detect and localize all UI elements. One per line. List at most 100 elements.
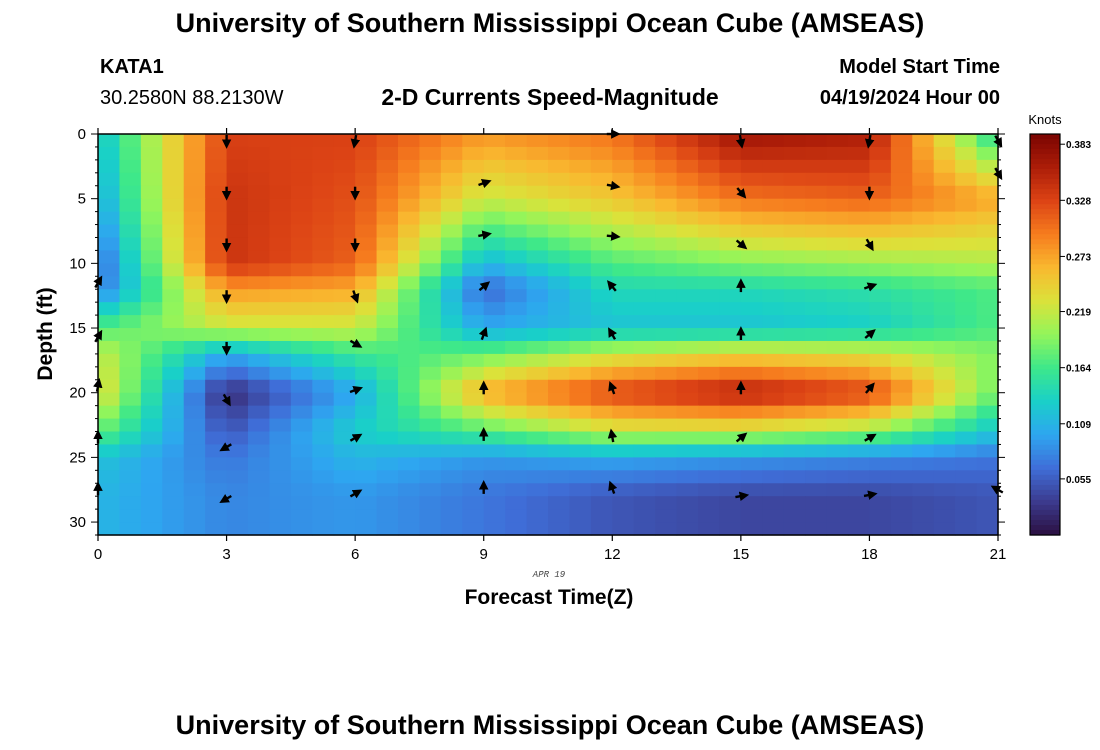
heatmap-cell — [933, 392, 956, 407]
heatmap-cell — [355, 340, 378, 355]
heatmap-cell — [355, 211, 378, 226]
heatmap-cell — [355, 172, 378, 187]
colorbar-segment — [1030, 234, 1060, 240]
heatmap-cell — [826, 483, 849, 497]
heatmap-cell — [955, 418, 978, 433]
heatmap-cell — [205, 444, 228, 458]
colorbar-segment — [1030, 509, 1060, 516]
current-arrow — [864, 134, 875, 149]
heatmap-cell — [719, 353, 742, 368]
heatmap-cell — [719, 198, 742, 213]
heatmap-cell — [333, 340, 356, 355]
heatmap-cell — [890, 263, 913, 277]
colorbar-segment — [1030, 434, 1060, 441]
colorbar-segment — [1030, 424, 1060, 431]
heatmap-cell — [976, 172, 999, 187]
colorbar-tick-label: 0.328 — [1066, 196, 1091, 207]
heatmap-cell — [762, 444, 785, 458]
heatmap-cell — [548, 340, 571, 355]
x-tick-label: 6 — [351, 546, 359, 563]
heatmap-cell — [612, 159, 635, 174]
current-arrow — [349, 338, 363, 348]
heatmap-cell — [483, 444, 506, 458]
heatmap-cell — [548, 328, 571, 342]
heatmap-cell — [98, 366, 121, 381]
heatmap-cell — [676, 302, 699, 316]
heatmap-cell — [269, 276, 292, 290]
heatmap-cell — [805, 418, 828, 433]
heatmap-cell — [569, 379, 592, 394]
heatmap-cell — [612, 431, 635, 446]
heatmap-cell — [355, 496, 378, 510]
heatmap-cell — [398, 340, 421, 355]
heatmap-cell — [440, 392, 463, 407]
heatmap-cell — [848, 198, 871, 213]
heatmap-cell — [290, 366, 313, 381]
heatmap-cell — [698, 302, 721, 316]
heatmap-cell — [719, 457, 742, 471]
heatmap-cell — [869, 302, 892, 316]
heatmap-cell — [483, 263, 506, 277]
current-arrow — [608, 380, 618, 395]
heatmap-cell — [98, 405, 121, 420]
heatmap-cell — [119, 302, 142, 316]
heatmap-cell — [590, 250, 613, 264]
heatmap-cell — [226, 263, 249, 277]
heatmap-cell — [355, 134, 378, 148]
colorbar-segment — [1030, 369, 1060, 376]
heatmap-cells — [98, 134, 999, 536]
heatmap-cell — [633, 237, 656, 252]
heatmap-cell — [933, 185, 956, 200]
heatmap-cell — [698, 444, 721, 458]
heatmap-cell — [633, 366, 656, 381]
heatmap-cell — [162, 444, 185, 458]
heatmap-cell — [633, 483, 656, 497]
heatmap-cell — [312, 340, 335, 355]
heatmap-cell — [505, 134, 528, 148]
heatmap-cell — [676, 134, 699, 148]
heatmap-cell — [976, 146, 999, 161]
heatmap-cell — [355, 224, 378, 239]
heatmap-cell — [890, 405, 913, 420]
heatmap-cell — [783, 483, 806, 497]
heatmap-cell — [912, 470, 935, 484]
heatmap-cell — [376, 315, 399, 329]
heatmap-cell — [826, 366, 849, 381]
current-arrow — [735, 239, 748, 250]
heatmap-cell — [676, 483, 699, 497]
heatmap-cell — [376, 276, 399, 290]
heatmap-cell — [226, 353, 249, 368]
heatmap-cell — [612, 483, 635, 497]
heatmap-cell — [869, 134, 892, 148]
heatmap-cell — [612, 418, 635, 433]
heatmap-cell — [826, 159, 849, 174]
heatmap-cell — [933, 379, 956, 394]
heatmap-cell — [783, 134, 806, 148]
heatmap-cell — [655, 418, 678, 433]
heatmap-cell — [462, 198, 485, 213]
heatmap-cell — [119, 315, 142, 329]
heatmap-cell — [183, 198, 206, 213]
heatmap-cell — [419, 496, 442, 510]
heatmap-cell — [119, 224, 142, 239]
current-arrow — [349, 433, 363, 443]
colorbar-segment — [1030, 314, 1060, 321]
heatmap-cell — [676, 470, 699, 484]
heatmap-cell — [269, 198, 292, 213]
heatmap-cell — [183, 146, 206, 161]
colorbar-segment — [1030, 149, 1060, 155]
heatmap-cell — [955, 522, 978, 536]
heatmap-cell — [419, 392, 442, 407]
heatmap-cell — [933, 328, 956, 342]
colorbar-segment — [1030, 244, 1060, 250]
heatmap-cell — [890, 134, 913, 148]
heatmap-cell — [162, 509, 185, 523]
current-arrow — [863, 490, 878, 500]
heatmap-cell — [312, 276, 335, 290]
heatmap-cell — [419, 211, 442, 226]
heatmap-cell — [98, 211, 121, 226]
heatmap-cell — [655, 224, 678, 239]
heatmap-cell — [612, 392, 635, 407]
heatmap-cell — [269, 302, 292, 316]
heatmap-cell — [955, 315, 978, 329]
